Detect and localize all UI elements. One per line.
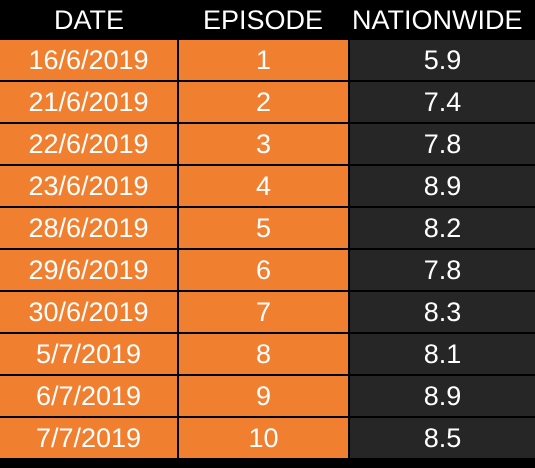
cell-date: 6/7/2019 — [0, 376, 177, 416]
table-row: 29/6/2019 6 7.8 — [0, 250, 535, 290]
cell-nationwide: 8.2 — [350, 208, 535, 248]
header-nationwide: NATIONWIDE — [352, 5, 523, 35]
table-row: 16/6/2019 1 5.9 — [0, 40, 535, 80]
table-row: 30/6/2019 7 8.3 — [0, 292, 535, 332]
cell-date: 28/6/2019 — [0, 208, 177, 248]
table-body: 16/6/2019 1 5.9 21/6/2019 2 7.4 22/6/201… — [0, 40, 535, 460]
cell-episode: 4 — [179, 166, 348, 206]
cell-episode: 10 — [179, 418, 348, 458]
cell-episode: 8 — [179, 334, 348, 374]
cell-episode: 3 — [179, 124, 348, 164]
header-episode: EPISODE — [202, 5, 324, 35]
table-row: 23/6/2019 4 8.9 — [0, 166, 535, 206]
table-header: DATE EPISODE NATIONWIDE — [0, 0, 535, 40]
table-row: 6/7/2019 9 8.9 — [0, 376, 535, 416]
cell-date: 30/6/2019 — [0, 292, 177, 332]
cell-nationwide: 8.5 — [350, 418, 535, 458]
cell-date: 21/6/2019 — [0, 82, 177, 122]
cell-episode: 9 — [179, 376, 348, 416]
table-row: 22/6/2019 3 7.8 — [0, 124, 535, 164]
cell-nationwide: 8.9 — [350, 376, 535, 416]
cell-episode: 6 — [179, 250, 348, 290]
cell-date: 29/6/2019 — [0, 250, 177, 290]
cell-nationwide: 7.8 — [350, 124, 535, 164]
cell-nationwide: 5.9 — [350, 40, 535, 80]
cell-date: 22/6/2019 — [0, 124, 177, 164]
cell-date: 23/6/2019 — [0, 166, 177, 206]
table-row: 7/7/2019 10 8.5 — [0, 418, 535, 458]
cell-date: 16/6/2019 — [0, 40, 177, 80]
cell-nationwide: 7.4 — [350, 82, 535, 122]
cell-nationwide: 7.8 — [350, 250, 535, 290]
cell-episode: 2 — [179, 82, 348, 122]
cell-nationwide: 8.1 — [350, 334, 535, 374]
cell-episode: 1 — [179, 40, 348, 80]
cell-nationwide: 8.9 — [350, 166, 535, 206]
cell-episode: 5 — [179, 208, 348, 248]
cell-date: 5/7/2019 — [0, 334, 177, 374]
table-row: 28/6/2019 5 8.2 — [0, 208, 535, 248]
cell-episode: 7 — [179, 292, 348, 332]
table-row: 5/7/2019 8 8.1 — [0, 334, 535, 374]
table-row: 21/6/2019 2 7.4 — [0, 82, 535, 122]
cell-nationwide: 8.3 — [350, 292, 535, 332]
header-date: DATE — [53, 5, 124, 35]
cell-date: 7/7/2019 — [0, 418, 177, 458]
